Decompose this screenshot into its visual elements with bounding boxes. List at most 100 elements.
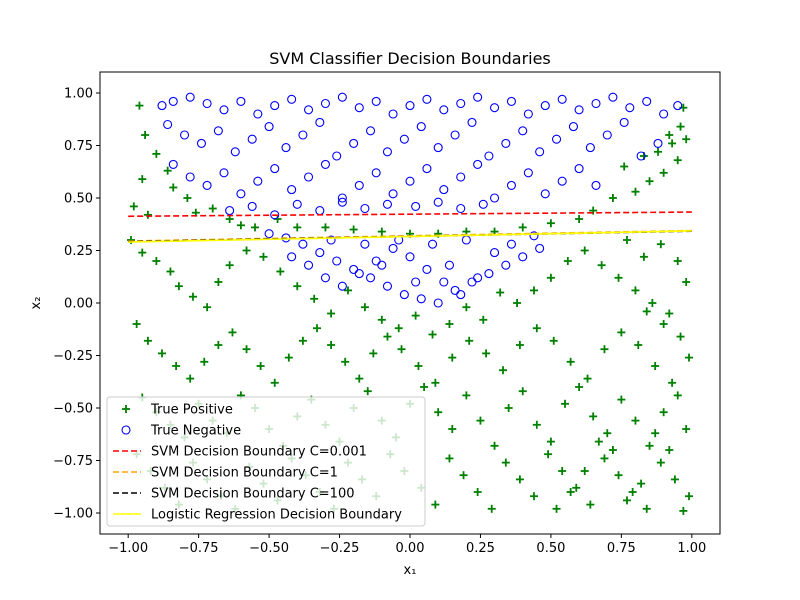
data-point xyxy=(668,378,677,387)
data-point xyxy=(546,219,555,228)
data-point xyxy=(682,278,691,286)
data-point xyxy=(394,324,403,333)
data-point xyxy=(383,332,392,341)
data-point xyxy=(450,130,460,140)
data-point xyxy=(129,202,138,211)
data-point xyxy=(377,260,387,270)
data-point xyxy=(355,374,364,383)
data-point xyxy=(143,210,152,219)
data-point xyxy=(320,273,331,283)
data-point xyxy=(535,243,545,253)
data-point xyxy=(382,199,393,209)
data-point xyxy=(659,408,668,417)
data-point xyxy=(225,261,234,270)
data-point xyxy=(298,336,307,345)
data-point xyxy=(574,105,584,115)
data-point xyxy=(298,239,308,249)
data-point xyxy=(247,201,257,211)
data-point xyxy=(673,257,682,265)
data-point xyxy=(540,189,550,199)
data-point xyxy=(332,151,342,161)
data-point xyxy=(172,362,181,370)
data-point xyxy=(320,159,331,169)
y-tick-label: −0.50 xyxy=(53,402,93,417)
data-point xyxy=(163,166,172,175)
data-point xyxy=(484,269,494,279)
data-point xyxy=(382,281,393,291)
data-point xyxy=(631,187,640,196)
data-point xyxy=(568,122,579,132)
data-point xyxy=(321,223,330,232)
data-point xyxy=(320,98,331,109)
data-point xyxy=(138,175,147,184)
data-point xyxy=(682,425,691,433)
data-point xyxy=(487,504,496,513)
data-point xyxy=(473,488,482,496)
data-point xyxy=(242,246,251,255)
data-point xyxy=(152,149,161,158)
data-point xyxy=(591,180,601,190)
data-point xyxy=(506,180,517,190)
data-point xyxy=(303,172,314,182)
data-point xyxy=(673,156,682,165)
data-point xyxy=(433,143,443,153)
data-point xyxy=(623,236,631,244)
data-point xyxy=(337,281,347,291)
data-point xyxy=(456,290,466,300)
data-point xyxy=(673,101,683,111)
data-point xyxy=(572,483,581,492)
chart-legend: True Positive True Negative SVM Decision B… xyxy=(106,396,426,527)
data-point xyxy=(326,235,336,245)
data-point xyxy=(253,176,263,186)
data-point xyxy=(456,203,466,214)
data-point xyxy=(631,416,640,425)
data-point xyxy=(445,454,454,463)
data-point xyxy=(163,119,173,130)
legend-label: True Positive xyxy=(150,403,233,418)
data-point xyxy=(431,378,440,387)
data-point xyxy=(360,203,370,214)
data-point xyxy=(552,504,561,513)
data-point xyxy=(327,341,336,349)
data-point xyxy=(349,138,359,148)
data-point xyxy=(439,277,449,287)
data-point xyxy=(152,257,161,265)
data-point xyxy=(202,180,212,190)
data-point xyxy=(591,98,601,109)
data-point xyxy=(544,450,553,459)
data-point xyxy=(482,349,491,358)
data-point xyxy=(659,168,668,177)
data-point xyxy=(158,349,166,358)
data-point xyxy=(202,98,212,109)
data-point xyxy=(557,176,567,186)
data-point xyxy=(242,345,251,354)
data-point xyxy=(535,147,545,157)
data-point xyxy=(405,176,415,186)
data-point xyxy=(575,383,584,391)
data-point xyxy=(676,122,685,131)
data-point xyxy=(433,298,443,308)
data-point xyxy=(327,309,336,318)
data-point xyxy=(399,134,409,144)
data-point xyxy=(247,134,257,144)
data-point xyxy=(617,395,626,404)
data-point xyxy=(648,299,657,307)
data-point xyxy=(504,404,513,412)
data-point xyxy=(397,345,406,354)
data-point xyxy=(365,273,376,283)
y-tick-label: 0.75 xyxy=(64,139,93,154)
data-point xyxy=(341,357,350,366)
data-point xyxy=(405,252,415,262)
data-point xyxy=(479,315,488,324)
data-point xyxy=(360,239,370,249)
data-point xyxy=(168,159,178,169)
data-point xyxy=(219,105,229,115)
data-point xyxy=(529,231,539,241)
data-point xyxy=(625,103,635,113)
data-point xyxy=(214,278,223,286)
data-point xyxy=(253,109,263,119)
data-point xyxy=(685,492,693,501)
x-tick-label: 1.00 xyxy=(677,541,706,556)
data-point xyxy=(473,92,483,102)
data-point xyxy=(456,172,466,182)
